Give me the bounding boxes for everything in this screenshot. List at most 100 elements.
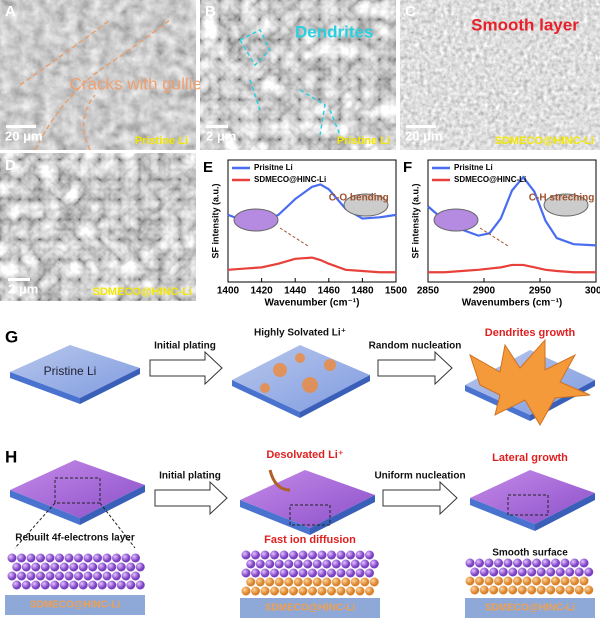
atom (365, 586, 374, 596)
atom (31, 580, 41, 590)
result-label: Dendrites growth (485, 327, 576, 339)
panel-c: C Smooth layer 20 μm SDMECO@HINC-Li (400, 0, 600, 150)
atom (555, 585, 565, 595)
atom (131, 553, 140, 563)
atom (350, 577, 360, 587)
atom (508, 585, 518, 595)
atom (494, 576, 503, 586)
li-nuclei (260, 353, 336, 393)
atom (317, 550, 327, 560)
y-axis-label: SF intensity (a.u.) (210, 183, 220, 258)
atom (355, 568, 365, 578)
atom (17, 571, 26, 581)
atom (527, 585, 537, 595)
atom (570, 576, 579, 586)
annotation: Cracks with gullies (70, 74, 211, 93)
scale-bar (6, 125, 36, 128)
layer-label: Rebuilt 4f-electrons layer (15, 533, 135, 544)
atom (59, 580, 69, 590)
atom (121, 571, 131, 581)
atom (21, 580, 31, 590)
atom (246, 577, 256, 587)
atom (293, 577, 303, 587)
step-label: Random nucleation (369, 341, 462, 352)
atom (93, 553, 102, 563)
atom (350, 559, 360, 569)
atom (584, 585, 594, 595)
atom (355, 586, 365, 596)
atom (69, 562, 79, 572)
y-axis-label: SF intensity (a.u.) (410, 183, 420, 258)
atom (255, 577, 265, 587)
atom (251, 586, 260, 596)
atom (579, 558, 589, 568)
atom (498, 567, 508, 577)
atom (107, 562, 117, 572)
atom (555, 567, 565, 577)
atom (565, 567, 575, 577)
atom (112, 571, 121, 581)
zoom-box (54, 477, 101, 504)
atom (289, 586, 298, 596)
atom (513, 558, 522, 568)
atom (50, 562, 60, 572)
atom (97, 562, 107, 572)
slab-edge (80, 485, 145, 525)
slab-edge (470, 498, 535, 531)
inset-disk (233, 208, 279, 232)
x-tick-label: 1440 (284, 286, 307, 297)
atom (327, 586, 336, 596)
atom (88, 562, 98, 572)
panel-b: B Dendrites 2 μm Pristine Li (200, 0, 396, 150)
atom (536, 567, 546, 577)
atom (503, 558, 513, 568)
atom (546, 585, 556, 595)
atom (50, 580, 60, 590)
scale-label: 2 μm (8, 281, 38, 296)
zoom-lines (14, 502, 136, 549)
panel-letter: C (405, 3, 416, 20)
atom (284, 577, 294, 587)
atom (298, 550, 308, 560)
atom (303, 559, 313, 569)
atom (336, 586, 346, 596)
atom (83, 571, 93, 581)
sem-image (200, 0, 396, 150)
atom (503, 576, 513, 586)
state-label: Desolvated Li⁺ (266, 449, 344, 461)
x-tick-label: 1420 (250, 286, 273, 297)
atom (369, 559, 379, 569)
atom (255, 559, 265, 569)
atom (102, 553, 112, 563)
atom (465, 576, 475, 586)
atom (45, 571, 55, 581)
atom (322, 577, 332, 587)
atom (527, 567, 537, 577)
atom (12, 562, 22, 572)
atom (532, 558, 541, 568)
atom (322, 559, 332, 569)
panel-letter: E (203, 159, 213, 176)
atom (341, 577, 351, 587)
substrate-label: SDMECO@HINC-Li (265, 603, 356, 614)
atom (312, 577, 322, 587)
atom (489, 585, 499, 595)
inset-disk (543, 193, 589, 217)
atom-lattice (7, 550, 594, 596)
annotation: C-O bending (329, 193, 389, 204)
arrow (377, 350, 453, 386)
atom (489, 567, 499, 577)
surface-label: Smooth surface (492, 548, 568, 559)
atom (102, 571, 112, 581)
atom (522, 558, 532, 568)
series-line (227, 256, 396, 274)
atom (312, 559, 322, 569)
scale-label: 20 μm (405, 128, 443, 143)
arrow (149, 350, 223, 386)
substrate-label: SDMECO@HINC-Li (485, 603, 576, 614)
atom (279, 550, 289, 560)
slab-edge (535, 493, 595, 531)
x-tick-label: 2900 (473, 286, 496, 297)
atom (64, 571, 74, 581)
x-tick-label: 1400 (217, 286, 240, 297)
